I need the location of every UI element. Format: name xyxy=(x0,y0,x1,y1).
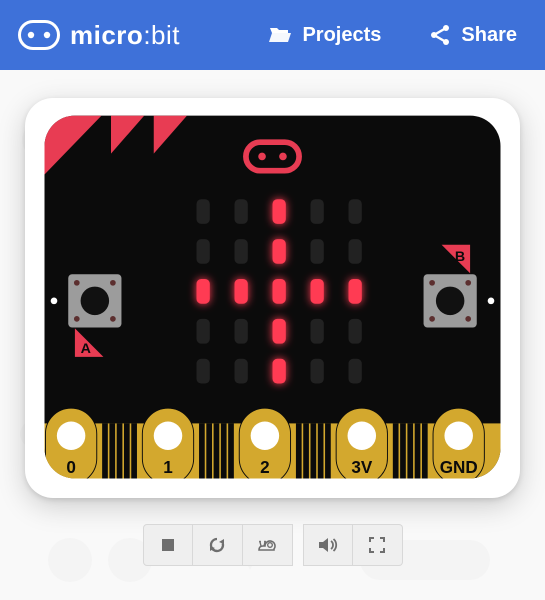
projects-label: Projects xyxy=(302,24,381,47)
led-4-1 xyxy=(235,359,248,384)
share-button[interactable]: Share xyxy=(419,18,527,53)
led-2-4 xyxy=(349,279,362,304)
brand-text: micro:bit xyxy=(70,20,180,51)
restart-button[interactable] xyxy=(193,524,243,566)
led-1-3 xyxy=(311,239,324,264)
led-3-3 xyxy=(311,319,324,344)
led-1-2 xyxy=(273,239,286,264)
brand-logo[interactable]: micro:bit xyxy=(18,20,180,51)
pin-label-2: 2 xyxy=(260,458,270,477)
snail-icon xyxy=(257,537,277,553)
button-b-text: B xyxy=(455,249,465,265)
led-2-3 xyxy=(311,279,324,304)
pin-label-3V: 3V xyxy=(351,458,373,477)
led-3-0 xyxy=(197,319,210,344)
led-4-3 xyxy=(311,359,324,384)
led-0-1 xyxy=(235,199,248,224)
microbit-board[interactable]: A B 0 1 2 3V GND xyxy=(35,108,510,488)
led-1-0 xyxy=(197,239,210,264)
pin-label-1: 1 xyxy=(163,458,173,477)
led-1-1 xyxy=(235,239,248,264)
led-0-0 xyxy=(197,199,210,224)
fullscreen-button[interactable] xyxy=(353,524,403,566)
share-icon xyxy=(429,24,451,46)
led-4-4 xyxy=(349,359,362,384)
led-2-2 xyxy=(273,279,286,304)
projects-button[interactable]: Projects xyxy=(258,18,391,53)
brand-icon xyxy=(18,20,60,50)
pin-label-0: 0 xyxy=(66,458,76,477)
top-nav-bar: micro:bit Projects Share xyxy=(0,0,545,70)
led-0-4 xyxy=(349,199,362,224)
fullscreen-icon xyxy=(369,537,385,553)
simulator-controls xyxy=(143,524,403,566)
led-2-0 xyxy=(197,279,210,304)
pin-label-GND: GND xyxy=(440,458,478,477)
folder-open-icon xyxy=(268,25,292,45)
mute-button[interactable] xyxy=(303,524,353,566)
led-1-4 xyxy=(349,239,362,264)
refresh-icon xyxy=(208,536,226,554)
button-a-text: A xyxy=(81,341,91,357)
share-label: Share xyxy=(461,24,517,47)
led-3-4 xyxy=(349,319,362,344)
volume-icon xyxy=(318,537,338,553)
simulator-board-card: A B 0 1 2 3V GND xyxy=(25,98,520,498)
led-0-2 xyxy=(273,199,286,224)
stop-icon xyxy=(160,537,176,553)
led-0-3 xyxy=(311,199,324,224)
slow-mode-button[interactable] xyxy=(243,524,293,566)
led-4-2 xyxy=(273,359,286,384)
led-4-0 xyxy=(197,359,210,384)
led-2-1 xyxy=(235,279,248,304)
led-3-2 xyxy=(273,319,286,344)
stop-button[interactable] xyxy=(143,524,193,566)
led-3-1 xyxy=(235,319,248,344)
